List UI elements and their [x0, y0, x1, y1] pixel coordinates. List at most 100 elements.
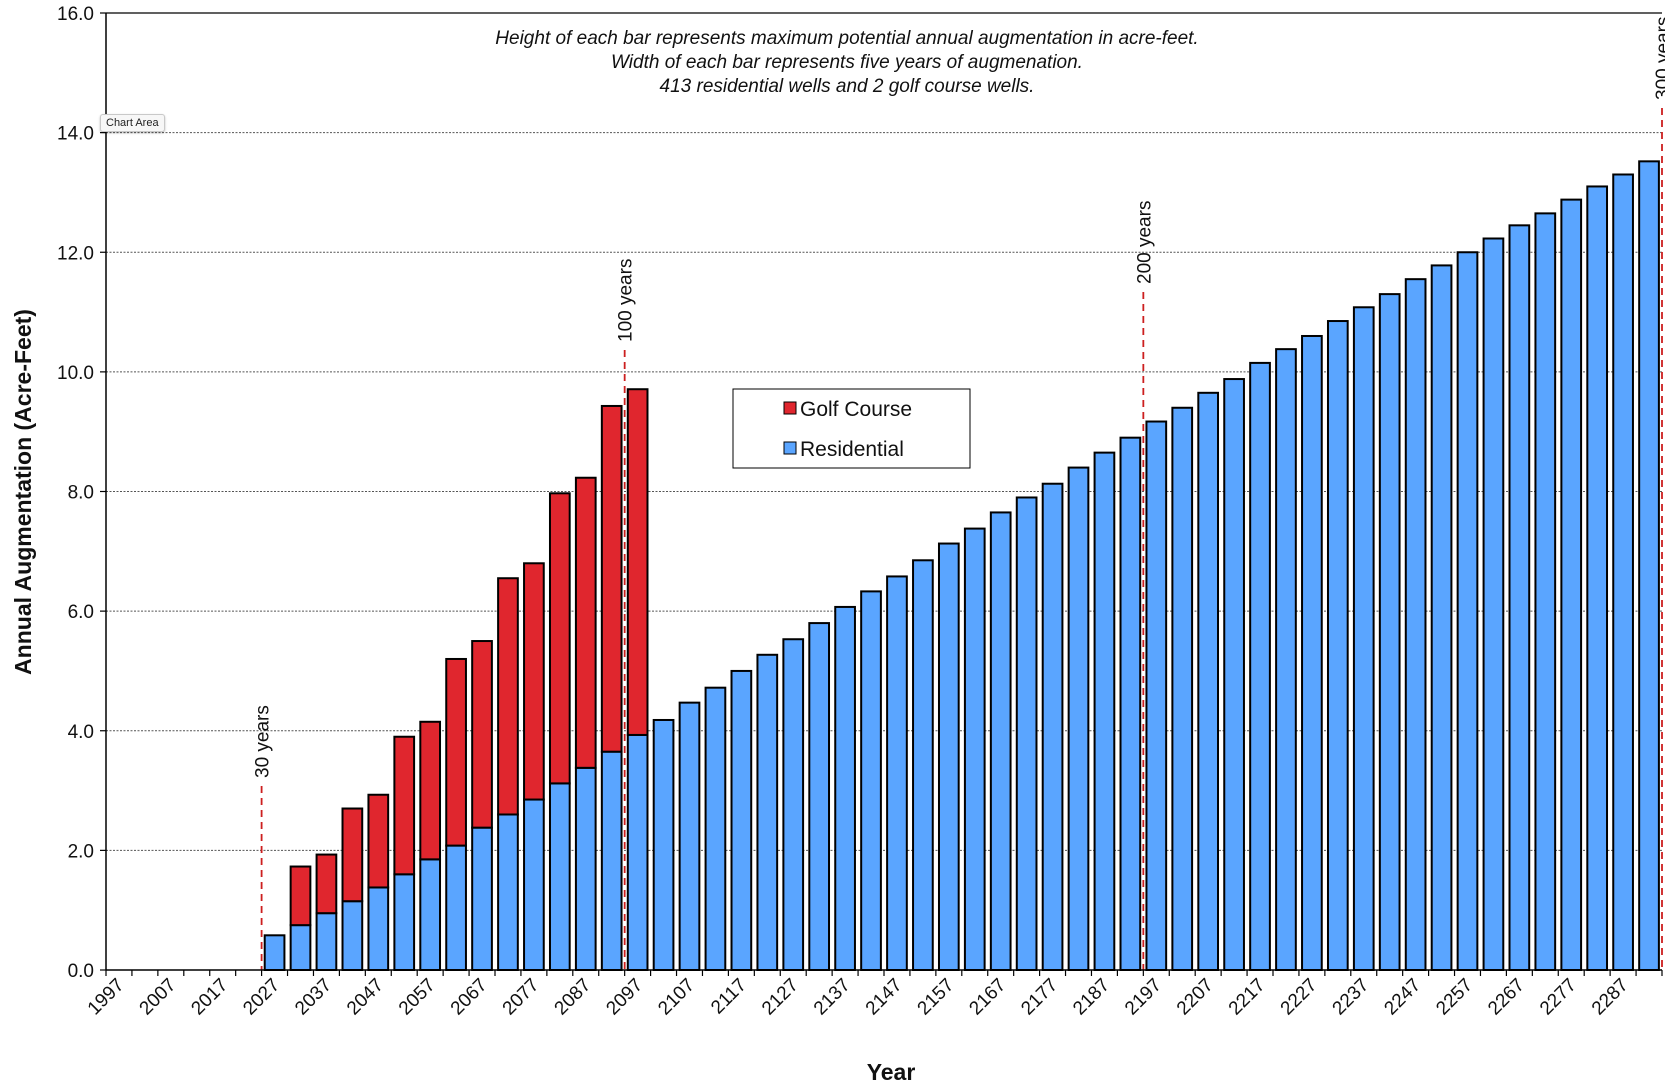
- x-tick-label: 2047: [343, 975, 388, 1020]
- x-tick-label: 2157: [914, 975, 959, 1020]
- year-marker-label: 100 years: [616, 259, 637, 342]
- legend-label-golf-course: Golf Course: [800, 398, 912, 421]
- x-tick-label: 2287: [1588, 975, 1633, 1020]
- bar-residential-2157: [937, 542, 960, 971]
- bar-residential-2082: [548, 782, 571, 972]
- bar-residential-2252: [1430, 264, 1453, 971]
- note-line-1: Height of each bar represents maximum po…: [495, 28, 1198, 49]
- bar-residential-2112: [704, 686, 727, 971]
- note-line-2: Width of each bar represents five years …: [611, 52, 1083, 73]
- x-tick-label: 2247: [1380, 975, 1425, 1020]
- x-tick-label: 2077: [499, 975, 544, 1020]
- bar-residential-2267: [1508, 224, 1531, 972]
- legend-box: [732, 388, 971, 469]
- bar-golf-course-2052: [393, 735, 416, 876]
- x-tick-label: 2127: [758, 975, 803, 1020]
- bar-residential-2137: [834, 605, 856, 971]
- y-tick-label: 14.0: [57, 124, 94, 145]
- x-tick-label: 2107: [654, 975, 699, 1020]
- bar-residential-2077: [523, 798, 545, 971]
- chart-area-tooltip: Chart Area: [100, 114, 165, 132]
- bar-residential-2167: [989, 511, 1012, 971]
- bar-residential-2097: [626, 733, 649, 972]
- bar-residential-2122: [756, 653, 779, 972]
- bar-golf-course-2097: [626, 388, 649, 736]
- bar-golf-course-2082: [548, 492, 571, 785]
- x-tick-label: 2147: [862, 975, 907, 1020]
- bar-residential-2197: [1145, 420, 1168, 972]
- bar-golf-course-2072: [497, 577, 519, 816]
- bar-residential-2172: [1015, 496, 1038, 971]
- x-tick-label: 2237: [1329, 975, 1374, 1020]
- bar-residential-2192: [1119, 436, 1142, 971]
- bar-residential-2292: [1638, 160, 1660, 971]
- y-tick-label: 16.0: [57, 4, 94, 25]
- bar-residential-2182: [1067, 466, 1090, 971]
- legend-label-residential: Residential: [800, 438, 904, 461]
- y-tick-label: 8.0: [68, 483, 94, 504]
- y-tick-label: 2.0: [68, 841, 94, 862]
- x-tick-label: 2217: [1225, 975, 1270, 1020]
- x-tick-label: 2057: [395, 975, 440, 1020]
- bar-residential-2062: [445, 844, 467, 972]
- x-tick-label: 2177: [1017, 975, 1062, 1020]
- bar-residential-2087: [574, 766, 597, 971]
- bar-residential-2207: [1197, 391, 1220, 971]
- x-tick-label: 2037: [291, 975, 336, 1020]
- bar-residential-2117: [730, 669, 753, 971]
- bar-residential-2217: [1249, 361, 1271, 971]
- bar-golf-course-2032: [289, 865, 312, 927]
- bar-residential-2092: [600, 750, 623, 972]
- legend: Golf Course Residential: [732, 388, 971, 469]
- bar-golf-course-2087: [574, 476, 597, 769]
- x-tick-label: 2227: [1277, 975, 1322, 1020]
- bar-residential-2232: [1326, 320, 1349, 971]
- year-markers: 30 years 100 years 200 years 300 years: [253, 17, 1665, 970]
- y-axis-title: Annual Augmentation (Acre-Feet): [10, 309, 36, 675]
- year-marker-label: 30 years: [253, 705, 274, 778]
- bar-residential-2072: [497, 813, 519, 971]
- x-tick-label: 2117: [707, 975, 751, 1019]
- chart-notes: Height of each bar represents maximum po…: [495, 28, 1198, 97]
- bar-residential-2152: [912, 559, 934, 971]
- bar-residential-2067: [471, 826, 493, 971]
- year-marker-label: 200 years: [1134, 201, 1155, 284]
- bar-residential-2027: [263, 934, 286, 972]
- bar-residential-2247: [1404, 278, 1427, 971]
- bar-residential-2147: [886, 575, 908, 972]
- bar-residential-2037: [315, 912, 338, 971]
- y-tick-label: 6.0: [68, 602, 94, 623]
- bar-golf-course-2042: [341, 807, 364, 903]
- x-tick-label: 2097: [602, 975, 647, 1020]
- bar-residential-2257: [1456, 251, 1479, 971]
- y-tick-label: 0.0: [68, 961, 94, 982]
- y-tick-label: 4.0: [68, 722, 94, 743]
- bar-golf-course-2037: [315, 853, 338, 915]
- bar-residential-2177: [1041, 482, 1064, 971]
- bar-residential-2237: [1352, 306, 1375, 971]
- bar-golf-course-2057: [419, 720, 442, 861]
- bar-residential-2042: [341, 900, 364, 972]
- bar-residential-2102: [652, 718, 675, 972]
- bar-residential-2032: [289, 924, 312, 971]
- x-tick-label: 2087: [551, 975, 596, 1020]
- bars: [263, 160, 1660, 972]
- bar-residential-2277: [1560, 198, 1583, 972]
- bar-residential-2047: [367, 886, 390, 971]
- gridlines: [106, 12, 1662, 851]
- x-tick-label: 2167: [965, 975, 1010, 1020]
- x-tick-label: 2137: [810, 975, 855, 1020]
- bar-residential-2052: [393, 873, 416, 971]
- bar-golf-course-2092: [600, 404, 623, 753]
- x-tick-label: 2067: [447, 975, 492, 1020]
- x-axis-title: Year: [867, 1059, 916, 1083]
- bar-residential-2287: [1612, 173, 1634, 971]
- bar-residential-2107: [678, 701, 701, 971]
- legend-swatch-residential: [783, 441, 797, 455]
- year-marker-label: 300 years: [1653, 17, 1665, 100]
- bar-residential-2227: [1301, 334, 1323, 971]
- x-tick-label: 2257: [1432, 975, 1477, 1020]
- x-tick-label: 2197: [1121, 975, 1166, 1020]
- bar-residential-2272: [1534, 212, 1557, 971]
